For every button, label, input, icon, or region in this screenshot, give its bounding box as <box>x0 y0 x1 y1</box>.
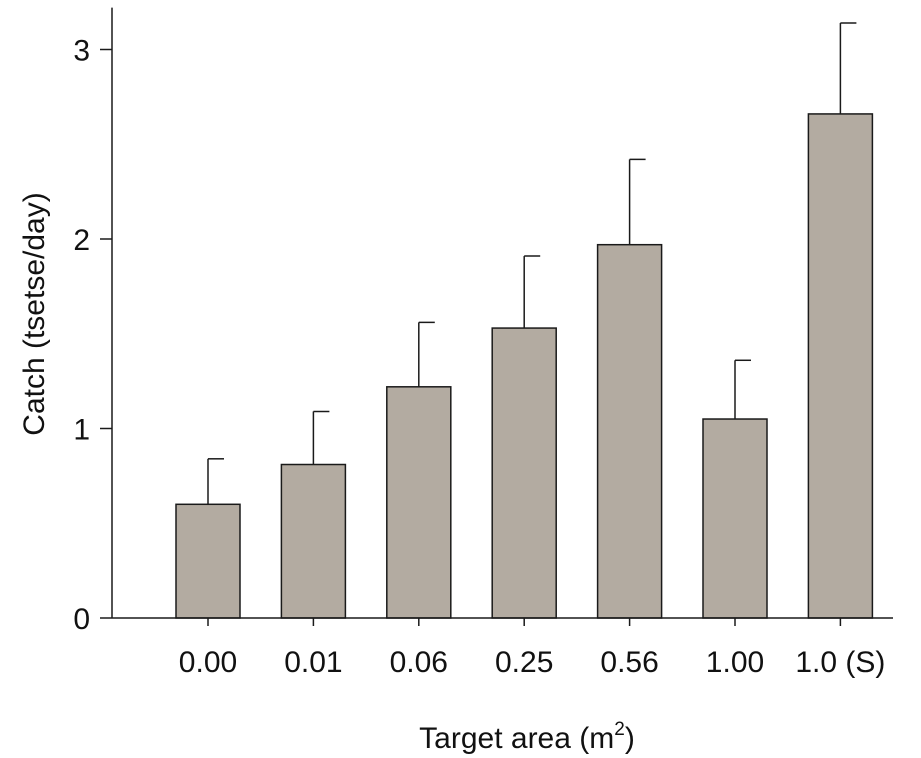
bar-3 <box>491 327 557 619</box>
y-tick-label-1: 1 <box>73 414 90 447</box>
x-tick-label-4: 0.56 <box>600 646 658 679</box>
x-axis-title-superscript: 2 <box>614 719 625 740</box>
x-tick-label-0: 0.00 <box>179 646 237 679</box>
bar-4 <box>596 243 663 619</box>
y-axis-title: Catch (tsetse/day) <box>18 192 51 435</box>
bar-0 <box>175 503 241 619</box>
x-ticks-layer: 0.00 0.01 0.06 0.25 0.56 1.00 1.0 (S) <box>179 618 885 679</box>
bars-layer <box>175 113 874 619</box>
axes-layer <box>111 7 893 619</box>
x-tick-label-1: 0.01 <box>284 646 342 679</box>
error-bars-layer <box>207 22 857 505</box>
x-tick-label-5: 1.00 <box>706 646 764 679</box>
y-ticks-layer: 0 1 2 3 <box>73 35 112 636</box>
bar-2 <box>386 386 452 619</box>
y-tick-label-2: 2 <box>73 224 90 257</box>
y-tick-label-3: 3 <box>73 35 90 68</box>
bar-1 <box>280 463 347 619</box>
bar-6 <box>807 113 874 619</box>
x-tick-label-2: 0.06 <box>390 646 448 679</box>
x-axis-title: Target area (m2) <box>419 719 635 755</box>
x-tick-label-3: 0.25 <box>495 646 553 679</box>
x-axis-title-main: Target area (m <box>419 722 614 755</box>
x-tick-label-6: 1.0 (S) <box>795 646 885 679</box>
x-axis-title-end: ) <box>625 722 635 755</box>
y-tick-label-0: 0 <box>73 603 90 636</box>
bar-5 <box>702 418 768 619</box>
